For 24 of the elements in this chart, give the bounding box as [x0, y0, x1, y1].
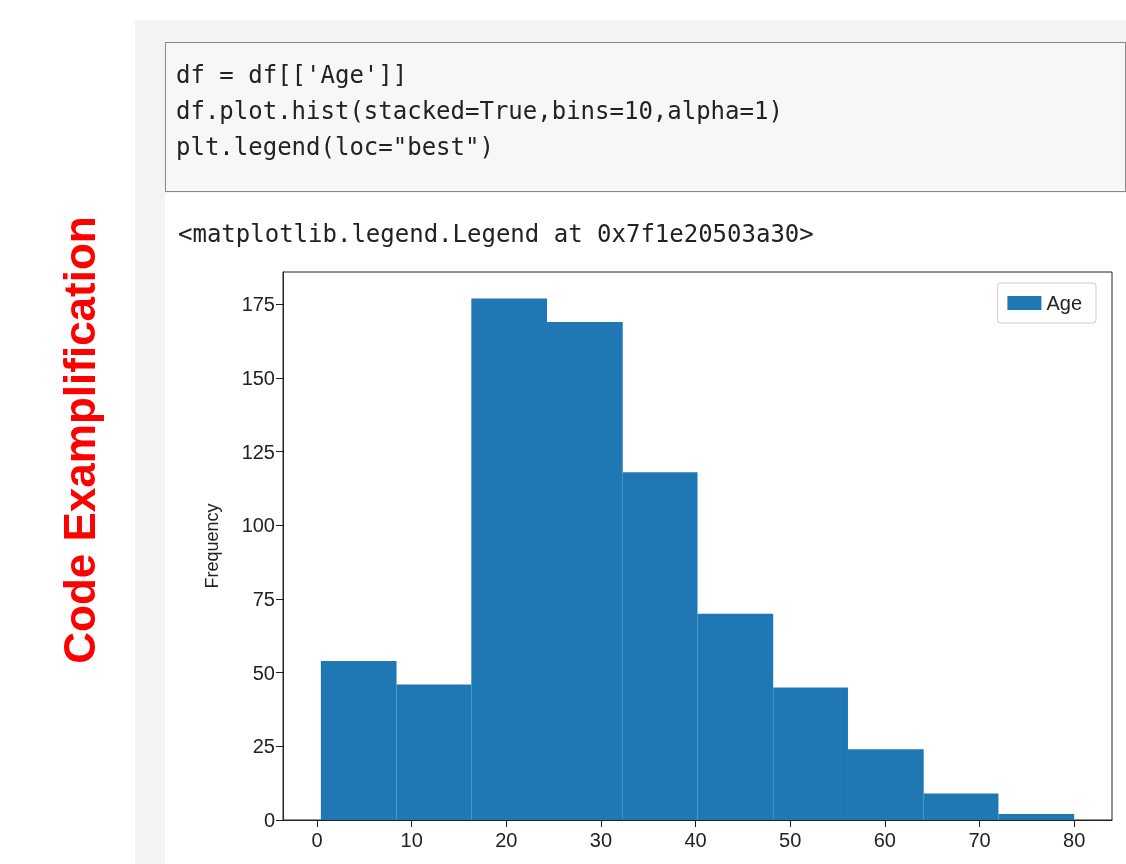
y-tick-label: 175 — [241, 293, 275, 316]
y-tick-label: 100 — [241, 514, 275, 537]
y-tick-label: 125 — [241, 440, 275, 463]
text: df = df[['Age']] — [176, 61, 408, 89]
x-tick-label: 60 — [873, 829, 896, 851]
y-tick-label: 50 — [252, 661, 275, 684]
x-tick-label: 80 — [1063, 829, 1086, 851]
y-tick-label: 75 — [252, 588, 275, 611]
y-tick-label: 150 — [241, 367, 275, 390]
text: <matplotlib.legend.Legend at 0x7f1e20503a30> — [178, 220, 814, 248]
x-tick-label: 30 — [589, 829, 613, 851]
y-tick-label: 0 — [263, 809, 275, 831]
x-tick-label: 20 — [495, 829, 518, 851]
legend-label: Age — [1046, 292, 1083, 314]
x-tick-label: 0 — [311, 829, 323, 851]
y-tick-label: 25 — [252, 735, 275, 758]
x-tick-label: 50 — [779, 829, 802, 851]
text: plt.legend(loc="best") — [176, 133, 494, 161]
x-tick-label: 70 — [968, 829, 991, 851]
x-tick-label: 10 — [400, 829, 423, 851]
y-axis-title: Frequency — [202, 503, 222, 589]
x-tick-label: 40 — [684, 829, 707, 851]
text: df.plot.hist(stacked=True,bins=10,alpha=1) — [176, 97, 783, 125]
text: Code Examplification — [55, 216, 105, 664]
